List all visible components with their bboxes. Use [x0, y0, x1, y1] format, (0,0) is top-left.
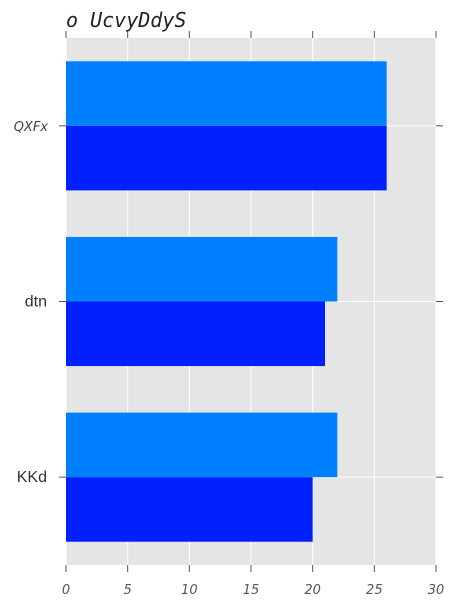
- bars: [66, 61, 387, 542]
- y-tick-label-dtn: dtn: [25, 294, 47, 311]
- x-tick-label: 30: [428, 583, 445, 598]
- x-tick-label: 10: [181, 583, 198, 598]
- x-tick-label: 0: [62, 583, 70, 598]
- bar-kkd-series-1: [66, 412, 338, 478]
- x-tick-label: 5: [124, 583, 132, 598]
- bar-dtn-series-1: [66, 236, 338, 302]
- x-axis-tick-labels: 0 5 10 15 20 25 30: [62, 583, 444, 598]
- y-axis-tick-labels: QXFx dtn KKd: [14, 120, 49, 486]
- bar-dtn-series-2: [66, 301, 325, 367]
- x-tick-label: 15: [243, 583, 260, 598]
- x-tick-label: 20: [304, 583, 321, 598]
- bar-qxfx-series-1: [66, 61, 387, 126]
- bar-kkd-series-2: [66, 477, 313, 542]
- x-tick-label: 25: [366, 583, 383, 598]
- chart-title: o UcvyDdyS: [66, 8, 186, 32]
- y-tick-label-qxfx: QXFx: [14, 120, 49, 135]
- y-tick-label-kkd: KKd: [17, 469, 47, 486]
- tick-marks: [59, 31, 443, 572]
- bar-qxfx-series-2: [66, 125, 387, 191]
